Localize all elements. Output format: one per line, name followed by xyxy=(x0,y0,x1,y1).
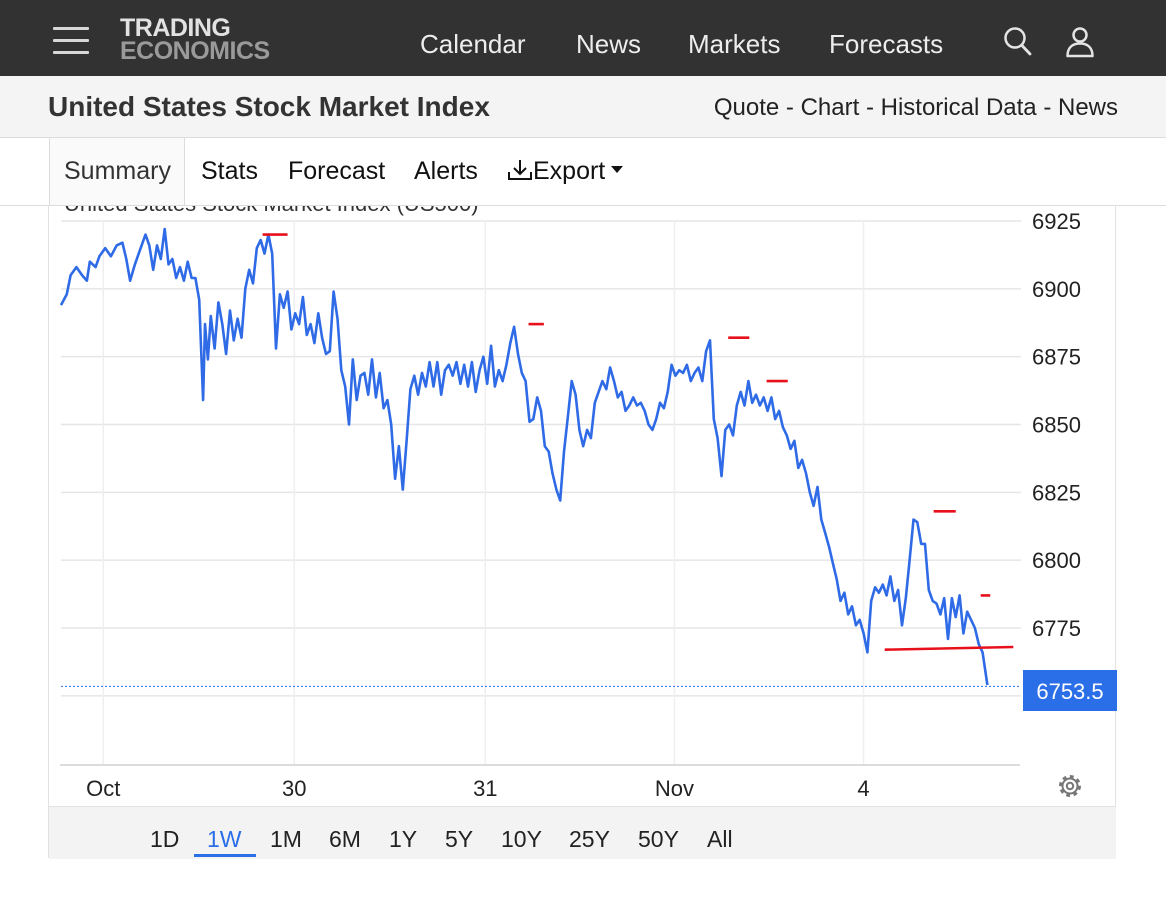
range-50y[interactable]: 50Y xyxy=(638,826,679,852)
tab-alerts[interactable]: Alerts xyxy=(414,157,478,185)
range-1m[interactable]: 1M xyxy=(270,826,302,852)
logo-line-2: ECONOMICS xyxy=(120,37,270,65)
tab-summary[interactable]: Summary xyxy=(64,157,171,185)
page-section-links: Quote - Chart - Historical Data - News xyxy=(714,94,1118,122)
nav-forecasts[interactable]: Forecasts xyxy=(829,29,944,59)
link-news[interactable]: News xyxy=(1057,94,1118,121)
link-chart[interactable]: Chart xyxy=(800,94,860,121)
range-6m[interactable]: 6M xyxy=(329,826,361,852)
title-bar: United States Stock Market Index Quote -… xyxy=(0,76,1166,138)
link-separator: - xyxy=(859,94,881,121)
link-historical-data[interactable]: Historical Data xyxy=(880,94,1037,121)
tab-export[interactable]: Export xyxy=(507,157,625,186)
search-icon[interactable] xyxy=(1003,26,1033,63)
trading-economics-logo[interactable]: TRADING ECONOMICS xyxy=(120,14,270,65)
page-title: United States Stock Market Index xyxy=(48,91,490,122)
range-1y[interactable]: 1Y xyxy=(389,826,418,852)
range-all[interactable]: All xyxy=(707,826,733,852)
range-25y[interactable]: 25Y xyxy=(569,826,610,852)
nav-markets[interactable]: Markets xyxy=(688,29,781,59)
link-separator: - xyxy=(779,94,801,121)
gear-icon[interactable] xyxy=(1059,775,1081,797)
nav-calendar[interactable]: Calendar xyxy=(420,29,526,59)
top-navigation-bar: TRADING ECONOMICS Calendar News Markets … xyxy=(0,0,1166,76)
menu-icon[interactable] xyxy=(53,27,89,55)
tab-stats[interactable]: Stats xyxy=(201,157,258,185)
range-10y[interactable]: 10Y xyxy=(501,826,542,852)
range-1w[interactable]: 1W xyxy=(207,826,242,852)
tab-summary-background xyxy=(49,138,185,205)
link-separator: - xyxy=(1036,94,1058,121)
user-icon[interactable] xyxy=(1064,26,1096,63)
range-1d[interactable]: 1D xyxy=(150,826,180,852)
active-range-indicator xyxy=(194,854,256,857)
download-icon xyxy=(508,160,532,180)
time-range-bar: 1D 1W 1M 6M 1Y 5Y 10Y 25Y 50Y All xyxy=(49,806,1116,859)
chart-tabs: Summary Stats Forecast Alerts Export xyxy=(0,138,1166,206)
tab-forecast[interactable]: Forecast xyxy=(288,157,386,185)
chart-frame xyxy=(48,205,1116,858)
logo-line-1: TRADING xyxy=(120,14,231,42)
export-label: Export xyxy=(533,157,606,185)
range-5y[interactable]: 5Y xyxy=(445,826,474,852)
link-quote[interactable]: Quote xyxy=(713,94,780,121)
nav-news[interactable]: News xyxy=(576,29,642,59)
caret-down-icon xyxy=(611,166,624,173)
